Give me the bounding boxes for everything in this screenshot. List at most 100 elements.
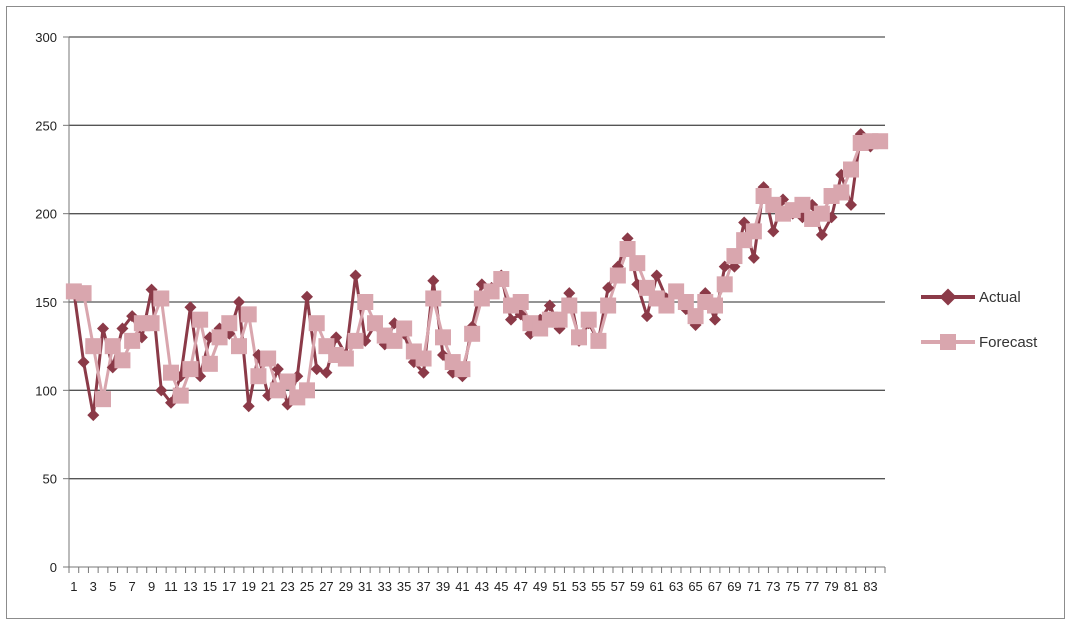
x-tick-label: 21	[261, 579, 275, 594]
y-tick-label: 100	[35, 383, 57, 398]
data-point-actual	[650, 269, 663, 282]
data-point-actual	[77, 356, 90, 369]
data-point-forecast	[396, 320, 413, 337]
data-point-forecast	[435, 329, 451, 346]
data-point-actual	[815, 228, 828, 241]
data-point-forecast	[571, 329, 587, 346]
data-point-forecast	[347, 332, 364, 349]
data-point-forecast	[308, 315, 325, 332]
legend: Actual Forecast	[921, 288, 1038, 351]
x-tick-label: 39	[436, 579, 450, 594]
x-tick-label: 53	[572, 579, 586, 594]
data-point-actual	[301, 290, 313, 303]
data-point-forecast	[580, 311, 597, 328]
x-tick-label: 73	[766, 579, 780, 594]
data-point-actual	[427, 274, 440, 287]
data-point-forecast	[619, 241, 636, 257]
data-point-forecast	[454, 361, 471, 378]
data-point-forecast	[85, 338, 102, 355]
data-point-actual	[116, 322, 129, 335]
data-point-actual	[641, 310, 653, 323]
x-tick-label: 83	[863, 579, 877, 594]
data-point-forecast	[415, 350, 432, 367]
data-point-actual	[155, 384, 168, 397]
x-tick-label: 37	[416, 579, 430, 594]
x-tick-label: 19	[241, 579, 255, 594]
data-point-forecast	[231, 338, 247, 355]
data-point-actual	[767, 225, 780, 238]
data-point-forecast	[493, 271, 510, 288]
data-point-forecast	[745, 223, 762, 240]
data-point-forecast	[299, 382, 315, 399]
x-tick-label: 33	[377, 579, 391, 594]
data-point-forecast	[260, 350, 277, 367]
x-tick-label: 63	[669, 579, 683, 594]
data-point-forecast	[707, 297, 723, 314]
x-tick-label: 47	[513, 579, 527, 594]
x-tick-label: 27	[319, 579, 333, 594]
data-point-forecast	[153, 290, 170, 307]
data-point-forecast	[716, 276, 733, 293]
data-point-forecast	[221, 315, 238, 332]
data-point-forecast	[843, 161, 859, 178]
y-tick-label: 300	[35, 30, 57, 45]
data-point-forecast	[143, 315, 160, 332]
data-point-actual	[505, 313, 517, 326]
x-tick-label: 1	[70, 579, 77, 594]
data-point-forecast	[279, 373, 296, 390]
legend-label-actual: Actual	[979, 289, 1021, 306]
data-point-forecast	[464, 325, 481, 342]
data-point-forecast	[211, 329, 228, 346]
legend-marker-forecast	[940, 334, 956, 350]
y-tick-label: 150	[35, 295, 57, 310]
data-point-forecast	[104, 338, 121, 355]
data-point-forecast	[367, 315, 383, 332]
data-point-forecast	[483, 283, 500, 300]
data-point-forecast	[677, 294, 694, 310]
data-point-forecast	[658, 297, 675, 314]
x-tick-label: 15	[203, 579, 217, 594]
x-tick-label: 49	[533, 579, 547, 594]
data-point-forecast	[386, 332, 403, 349]
x-tick-label: 9	[148, 579, 155, 594]
y-tick-label: 0	[50, 560, 57, 575]
data-point-actual	[563, 287, 576, 300]
data-point-actual	[845, 198, 857, 211]
data-point-forecast	[182, 361, 199, 378]
data-point-forecast	[163, 364, 179, 381]
data-point-forecast	[192, 311, 209, 328]
x-tick-label: 17	[222, 579, 236, 594]
data-point-actual	[310, 363, 323, 376]
data-point-actual	[87, 409, 100, 422]
data-point-forecast	[337, 350, 354, 367]
data-point-forecast	[609, 267, 626, 284]
x-tick-label: 3	[90, 579, 97, 594]
legend-item-actual: Actual	[921, 288, 1021, 306]
x-tick-label: 75	[785, 579, 799, 594]
data-point-forecast	[794, 196, 811, 213]
x-tick-label: 71	[747, 579, 761, 594]
data-point-actual	[854, 128, 867, 141]
data-point-actual	[709, 313, 721, 326]
data-point-actual	[602, 281, 615, 294]
data-point-forecast	[172, 387, 189, 404]
y-tick-label: 250	[35, 118, 57, 133]
x-tick-label: 79	[824, 579, 838, 594]
data-point-actual	[417, 366, 430, 379]
data-point-actual	[184, 301, 197, 314]
data-point-actual	[320, 366, 333, 379]
data-point-actual	[233, 296, 245, 308]
data-point-forecast	[357, 294, 374, 310]
data-point-actual	[747, 251, 760, 264]
x-tick-label: 35	[397, 579, 411, 594]
data-point-forecast	[813, 205, 830, 222]
y-tick-label: 50	[43, 472, 57, 487]
x-tick-label: 7	[129, 579, 136, 594]
data-point-forecast	[551, 311, 568, 328]
x-tick-label: 77	[805, 579, 819, 594]
data-point-forecast	[512, 294, 529, 310]
x-tick-label: 11	[164, 579, 178, 594]
x-tick-label: 43	[475, 579, 489, 594]
